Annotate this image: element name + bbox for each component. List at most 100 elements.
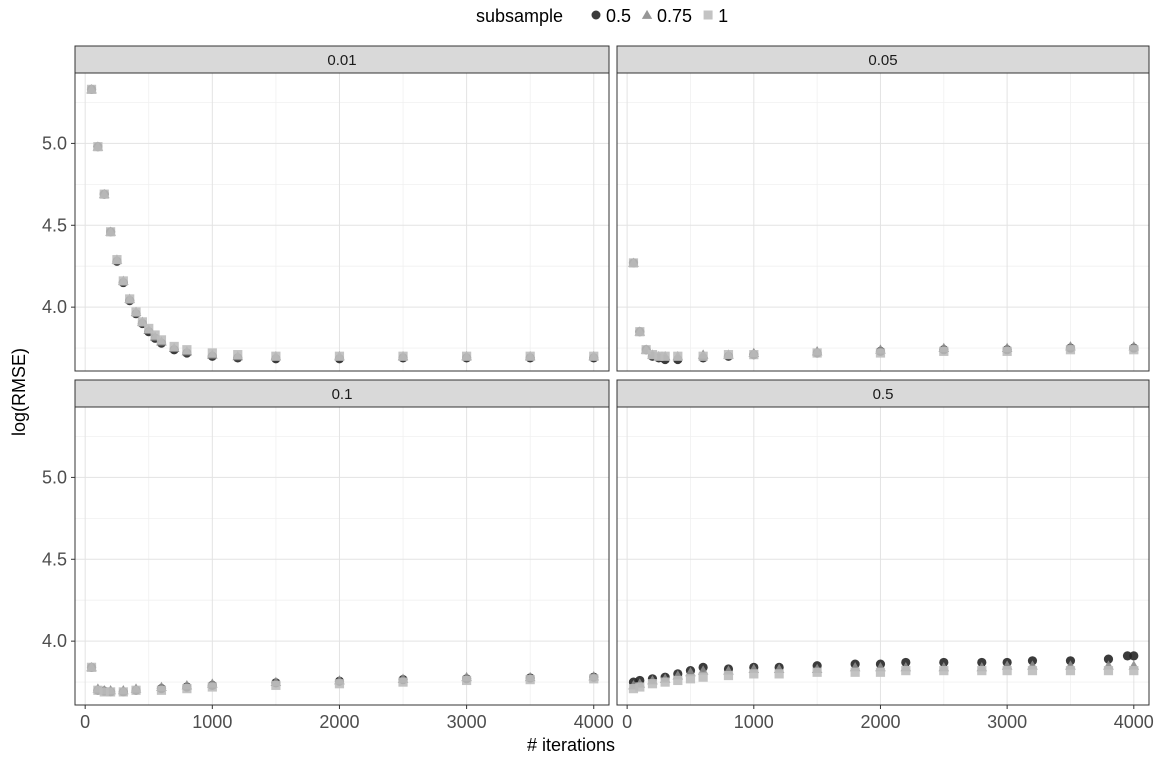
data-point-subsample-1	[875, 667, 886, 677]
data-point-subsample-1	[1027, 666, 1038, 676]
x-tick-label: 0	[80, 712, 90, 732]
data-point-subsample-1	[723, 350, 734, 360]
data-point-subsample-0_5	[1122, 651, 1133, 661]
data-point-subsample-1	[334, 679, 345, 689]
data-point-subsample-1	[99, 687, 109, 697]
data-point-subsample-1	[271, 680, 281, 690]
data-point-subsample-1	[628, 258, 639, 268]
data-point-subsample-1	[86, 662, 97, 672]
x-tick-label: 2000	[860, 712, 900, 732]
data-point-subsample-1	[1129, 666, 1139, 676]
data-point-subsample-1	[641, 345, 651, 355]
data-point-subsample-1	[398, 677, 408, 687]
data-point-subsample-1	[698, 351, 708, 361]
data-point-subsample-1	[207, 682, 217, 692]
panel-border	[74, 406, 610, 706]
data-point-subsample-1	[698, 672, 708, 682]
data-point-subsample-1	[660, 351, 670, 361]
x-axis-title: # iterations	[527, 735, 615, 755]
y-tick-label: 4.0	[42, 297, 67, 317]
data-point-subsample-1	[118, 276, 128, 286]
data-point-subsample-1	[628, 684, 639, 694]
data-point-subsample-1	[812, 667, 822, 677]
data-point-subsample-1	[1103, 666, 1114, 676]
data-point-subsample-1	[749, 350, 759, 360]
x-tick-label: 1000	[192, 712, 232, 732]
facet-strip-label: 0.1	[332, 386, 353, 403]
x-tick-label: 2000	[319, 712, 359, 732]
panel-border	[74, 72, 610, 372]
data-point-subsample-1	[812, 348, 822, 358]
facet-strip	[74, 379, 610, 408]
data-point-subsample-1	[1002, 346, 1012, 356]
legend-label: 1	[718, 6, 728, 26]
x-tick-label: 1000	[734, 712, 774, 732]
legend-key-triangle	[641, 9, 653, 19]
data-point-subsample-1	[525, 351, 535, 361]
panel-border	[616, 406, 1150, 706]
data-point-subsample-1	[271, 351, 281, 361]
legend-key-square	[703, 10, 713, 20]
facet-panel: 0.1 4.0 4.5 5.0 0 1000 2000 3000 4000	[42, 379, 614, 732]
y-axis-title: log(RMSE)	[9, 348, 29, 436]
data-point-subsample-1	[86, 84, 97, 94]
data-point-subsample-1	[182, 345, 192, 355]
data-point-subsample-1	[182, 684, 192, 694]
data-point-subsample-1	[685, 674, 696, 684]
x-tick-label: 3000	[447, 712, 487, 732]
data-point-subsample-1	[525, 675, 535, 685]
data-point-subsample-1	[112, 255, 122, 265]
data-point-subsample-1	[875, 348, 886, 358]
legend: subsample 0.5 0.75 1	[476, 6, 728, 26]
x-tick-label: 0	[622, 712, 632, 732]
data-point-subsample-1	[106, 687, 116, 697]
facet-panel: 0.01 4.0 4.5 5.0	[42, 45, 610, 372]
data-point-subsample-1	[589, 351, 599, 361]
data-point-subsample-1	[169, 341, 179, 352]
facet-strip	[616, 379, 1150, 408]
data-point-subsample-1	[939, 346, 949, 356]
data-point-subsample-1	[1129, 345, 1139, 355]
x-tick-label: 4000	[1114, 712, 1154, 732]
panel-border	[616, 72, 1150, 372]
data-point-subsample-1	[99, 189, 109, 199]
data-point-subsample-1	[673, 351, 683, 361]
data-point-subsample-1	[635, 327, 645, 337]
data-point-subsample-1	[673, 675, 683, 686]
data-point-subsample-1	[1065, 345, 1076, 355]
data-point-subsample-1	[118, 687, 128, 697]
data-point-subsample-1	[654, 351, 664, 361]
data-point-subsample-1	[462, 675, 472, 686]
data-point-subsample-1	[93, 685, 103, 695]
data-point-subsample-1	[131, 685, 141, 695]
data-point-subsample-1	[977, 666, 987, 676]
data-point-subsample-1	[125, 294, 135, 304]
data-point-subsample-1	[635, 682, 645, 692]
legend-label: 0.75	[657, 6, 692, 26]
data-point-subsample-1	[647, 679, 658, 689]
data-point-subsample-1	[1065, 666, 1076, 676]
data-point-subsample-1	[207, 348, 217, 358]
x-tick-label: 4000	[574, 712, 614, 732]
facet-strip-label: 0.5	[873, 386, 894, 403]
data-point-subsample-1	[589, 674, 599, 684]
legend-key-circle	[591, 10, 601, 20]
facet-strip-label: 0.05	[868, 52, 897, 69]
data-point-subsample-1	[131, 307, 141, 317]
data-point-subsample-0_5	[1103, 654, 1114, 664]
legend-label: 0.5	[606, 6, 631, 26]
facet-strip-label: 0.01	[327, 52, 356, 69]
y-tick-label: 5.0	[42, 133, 67, 153]
data-point-subsample-1	[150, 330, 160, 340]
y-tick-label: 4.5	[42, 215, 67, 235]
facet-panel: 0.5 0 1000 2000 3000 4000	[616, 379, 1154, 732]
y-tick-label: 4.0	[42, 631, 67, 651]
data-point-subsample-1	[93, 142, 103, 152]
data-point-subsample-1	[939, 666, 949, 676]
data-point-subsample-1	[723, 670, 734, 681]
data-point-subsample-1	[334, 351, 345, 361]
data-point-subsample-1	[144, 323, 154, 334]
x-tick-label: 3000	[987, 712, 1027, 732]
y-tick-label: 5.0	[42, 467, 67, 487]
